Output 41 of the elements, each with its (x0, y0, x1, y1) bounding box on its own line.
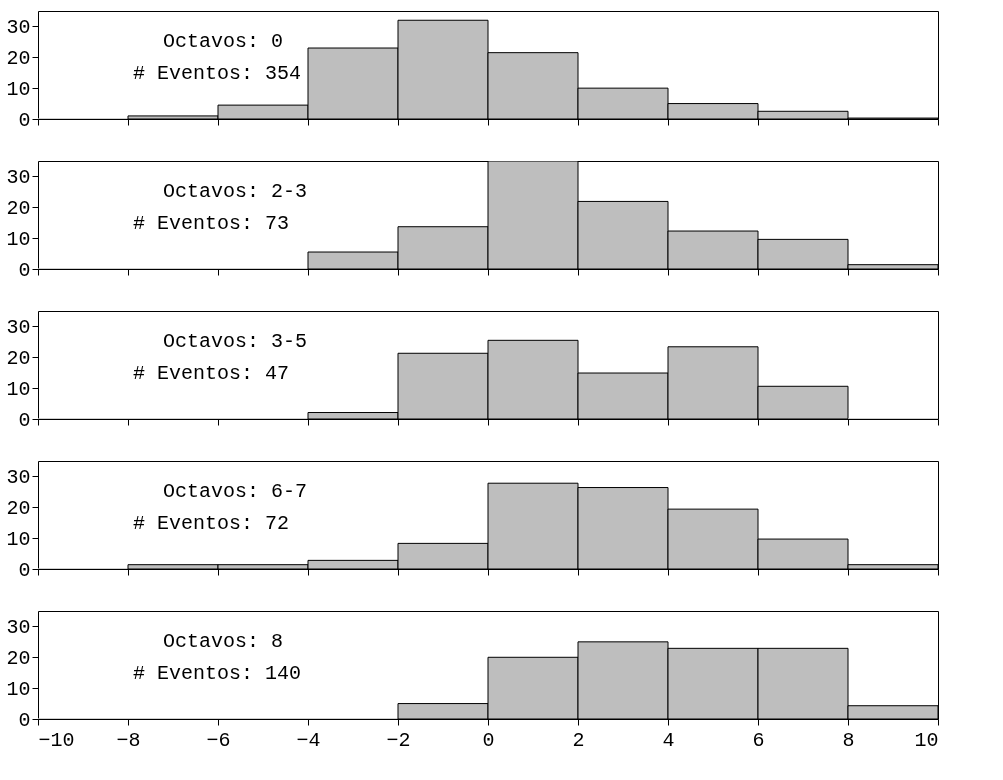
x-tick-label: −2 (386, 728, 411, 752)
y-tick-label: 10 (6, 677, 31, 701)
annotation: Octavos: 3-5 (163, 330, 308, 353)
annotation: # Eventos: 140 (133, 662, 302, 685)
y-tick-label: 30 (6, 465, 31, 489)
y-tick-label: 0 (18, 558, 31, 582)
y-tick-label: 0 (18, 108, 31, 132)
annotation: Octavos: 6-7 (163, 480, 308, 503)
annotation: Octavos: 2-3 (163, 180, 308, 203)
x-tick-label: 8 (842, 728, 855, 752)
y-tick-label: 0 (18, 708, 31, 732)
y-tick-label: 30 (6, 15, 31, 39)
x-tick-label: −6 (206, 728, 231, 752)
y-tick-label: 10 (6, 377, 31, 401)
y-tick-label: 20 (6, 496, 31, 520)
y-tick-label: 20 (6, 346, 31, 370)
x-tick-label: 10 (914, 728, 939, 752)
y-tick-label: 20 (6, 196, 31, 220)
y-tick-label: 0 (18, 258, 31, 282)
x-tick-label: 0 (482, 728, 495, 752)
y-tick-label: 10 (6, 227, 31, 251)
x-tick-label: −4 (296, 728, 321, 752)
annotation: Octavos: 0 (163, 30, 284, 53)
x-tick-label: −10 (38, 728, 75, 752)
annotation: # Eventos: 73 (133, 212, 290, 235)
annotation: # Eventos: 47 (133, 362, 290, 385)
y-tick-label: 30 (6, 165, 31, 189)
y-tick-label: 30 (6, 315, 31, 339)
x-tick-label: 2 (572, 728, 585, 752)
y-tick-label: 20 (6, 46, 31, 70)
annotation: # Eventos: 72 (133, 512, 290, 535)
annotation: # Eventos: 354 (133, 62, 302, 85)
x-tick-label: −8 (116, 728, 141, 752)
y-tick-label: 30 (6, 615, 31, 639)
y-tick-label: 20 (6, 646, 31, 670)
y-tick-label: 10 (6, 77, 31, 101)
y-tick-label: 0 (18, 408, 31, 432)
x-tick-label: 4 (662, 728, 675, 752)
annotation: Octavos: 8 (163, 630, 284, 653)
y-tick-label: 10 (6, 527, 31, 551)
x-tick-label: 6 (752, 728, 765, 752)
